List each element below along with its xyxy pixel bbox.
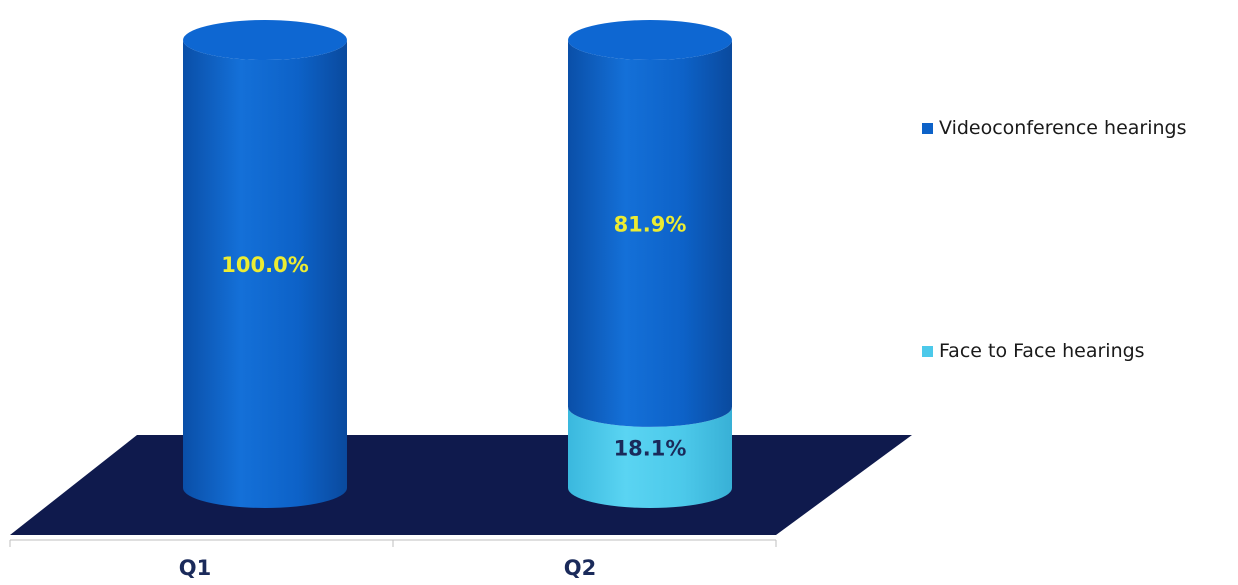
x-tick-label-q2: Q2 [564,556,596,580]
chart-floor [10,435,912,535]
data-label-q1-videoconference: 100.0% [221,253,308,277]
bar-q2-face-to-face [568,406,732,508]
x-axis-labels: Q1 Q2 [179,556,596,580]
data-label-q2-videoconference: 81.9% [614,212,687,236]
legend-item-videoconference: Videoconference hearings [922,117,1187,139]
cylinder-bars: 100.0% 18.1% 81.9% [183,20,732,508]
data-label-q2-face-to-face: 18.1% [614,436,687,460]
legend-item-face-to-face: Face to Face hearings [922,340,1145,362]
legend-swatch-videoconference [922,122,933,134]
bar-top-q1 [183,20,347,60]
legend-label-face-to-face: Face to Face hearings [939,340,1145,362]
bar-top-q2 [568,20,732,60]
legend-swatch-face-to-face [922,345,933,357]
legend-label-videoconference: Videoconference hearings [939,117,1187,139]
bar-q1-videoconference [183,40,347,508]
bar-q2-videoconference [568,40,732,427]
x-tick-label-q1: Q1 [179,556,211,580]
